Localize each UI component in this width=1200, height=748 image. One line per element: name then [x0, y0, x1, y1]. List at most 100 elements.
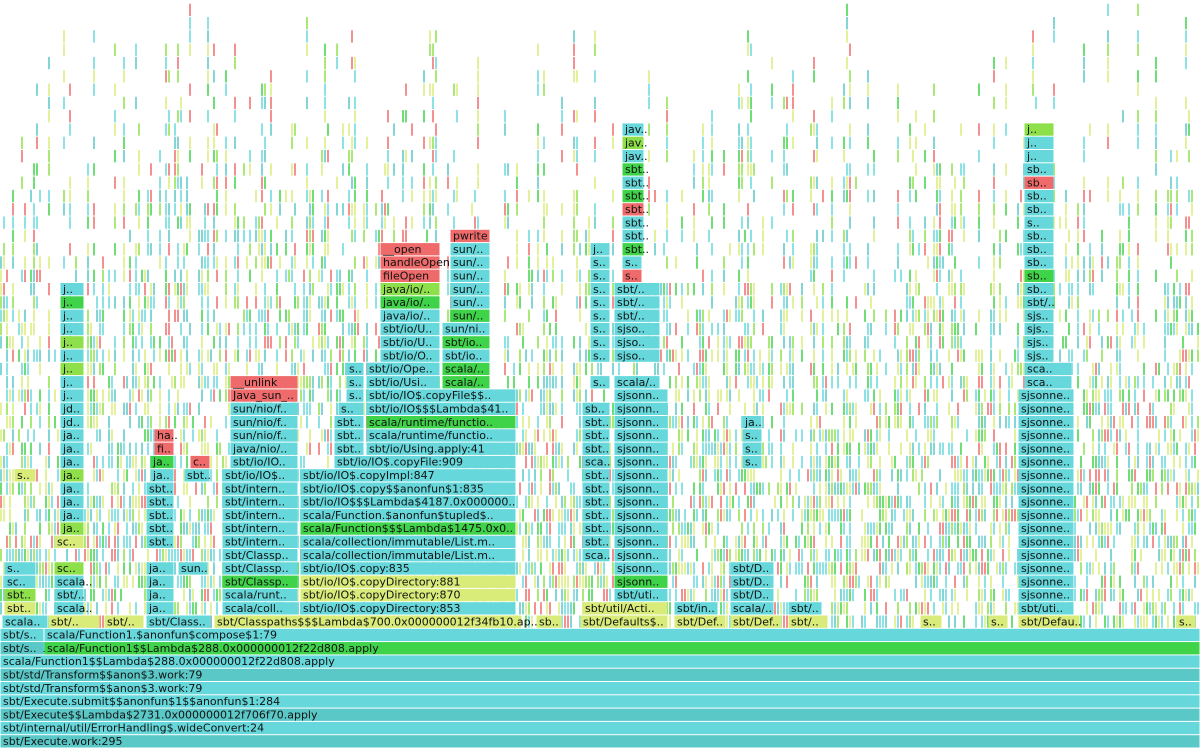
narrow-frame [21, 442, 23, 455]
narrow-frame [321, 296, 323, 309]
narrow-frame [699, 336, 701, 349]
narrow-frame [204, 216, 206, 229]
narrow-frame [789, 469, 791, 482]
narrow-frame [207, 442, 209, 455]
narrow-frame [210, 416, 212, 429]
narrow-frame [894, 549, 896, 562]
narrow-frame [738, 150, 740, 163]
narrow-frame [96, 296, 98, 309]
narrow-frame [63, 256, 65, 269]
narrow-frame [177, 283, 179, 296]
narrow-frame [558, 562, 560, 575]
narrow-frame [186, 416, 188, 429]
narrow-frame [849, 522, 851, 535]
narrow-frame [48, 322, 50, 336]
narrow-frame [816, 402, 818, 415]
narrow-frame [330, 362, 332, 376]
narrow-frame [714, 429, 716, 442]
narrow-frame [717, 575, 719, 588]
narrow-frame [336, 269, 338, 282]
narrow-frame [135, 96, 137, 110]
narrow-frame [147, 243, 149, 256]
narrow-frame [33, 309, 35, 322]
narrow-frame [561, 588, 563, 602]
narrow-frame [540, 482, 542, 495]
narrow-frame [900, 416, 902, 429]
narrow-frame [873, 229, 875, 243]
narrow-frame [312, 256, 314, 269]
narrow-frame [762, 229, 764, 243]
narrow-frame [435, 176, 437, 189]
narrow-frame [699, 469, 701, 482]
narrow-frame [432, 150, 434, 163]
narrow-frame [27, 389, 29, 402]
narrow-frame [834, 455, 836, 469]
narrow-frame [939, 322, 941, 336]
narrow-frame [756, 535, 758, 548]
narrow-frame [837, 376, 839, 389]
narrow-frame [729, 389, 731, 402]
narrow-frame [738, 176, 740, 189]
narrow-frame [909, 189, 911, 203]
narrow-frame [948, 509, 950, 522]
narrow-frame [549, 416, 551, 429]
narrow-frame [540, 562, 542, 575]
narrow-frame [165, 349, 167, 362]
narrow-frame [810, 588, 812, 602]
narrow-frame [867, 96, 869, 110]
narrow-frame [867, 163, 869, 176]
narrow-frame [933, 216, 935, 229]
narrow-frame [723, 269, 725, 282]
narrow-frame [477, 70, 479, 83]
narrow-frame [729, 402, 731, 415]
narrow-frame [18, 482, 20, 495]
narrow-frame [21, 535, 23, 548]
narrow-frame [204, 522, 206, 535]
narrow-frame [675, 535, 677, 548]
narrow-frame [783, 309, 785, 322]
narrow-frame [57, 495, 59, 509]
narrow-frame [324, 322, 326, 336]
narrow-frame [294, 203, 296, 216]
narrow-frame [672, 442, 674, 455]
narrow-frame [666, 136, 668, 149]
narrow-frame [909, 562, 911, 575]
narrow-frame [735, 442, 737, 455]
narrow-frame [123, 509, 125, 522]
narrow-frame [924, 535, 926, 548]
narrow-frame [0, 256, 2, 269]
narrow-frame [477, 163, 479, 176]
narrow-frame [831, 376, 833, 389]
narrow-frame [753, 549, 755, 562]
narrow-frame [102, 349, 104, 362]
narrow-frame [699, 376, 701, 389]
narrow-frame [306, 243, 308, 256]
narrow-frame [612, 229, 614, 243]
narrow-frame [531, 522, 533, 535]
narrow-frame [792, 96, 794, 110]
narrow-frame [753, 309, 755, 322]
narrow-frame [678, 549, 680, 562]
narrow-frame [186, 349, 188, 362]
narrow-frame [186, 442, 188, 455]
narrow-frame [687, 522, 689, 535]
narrow-frame [849, 429, 851, 442]
narrow-frame [93, 376, 95, 389]
narrow-frame [552, 455, 554, 469]
narrow-frame [528, 376, 530, 389]
narrow-frame [24, 495, 26, 509]
narrow-frame [285, 269, 287, 282]
narrow-frame [912, 243, 914, 256]
narrow-frame [906, 588, 908, 602]
narrow-frame [612, 216, 614, 229]
narrow-frame [912, 296, 914, 309]
narrow-frame [771, 96, 773, 110]
narrow-frame [807, 469, 809, 482]
narrow-frame [753, 322, 755, 336]
narrow-frame [306, 30, 308, 43]
narrow-frame [588, 269, 590, 282]
narrow-frame [330, 283, 332, 296]
narrow-frame [573, 575, 575, 588]
narrow-frame [690, 588, 692, 602]
narrow-frame [750, 163, 752, 176]
